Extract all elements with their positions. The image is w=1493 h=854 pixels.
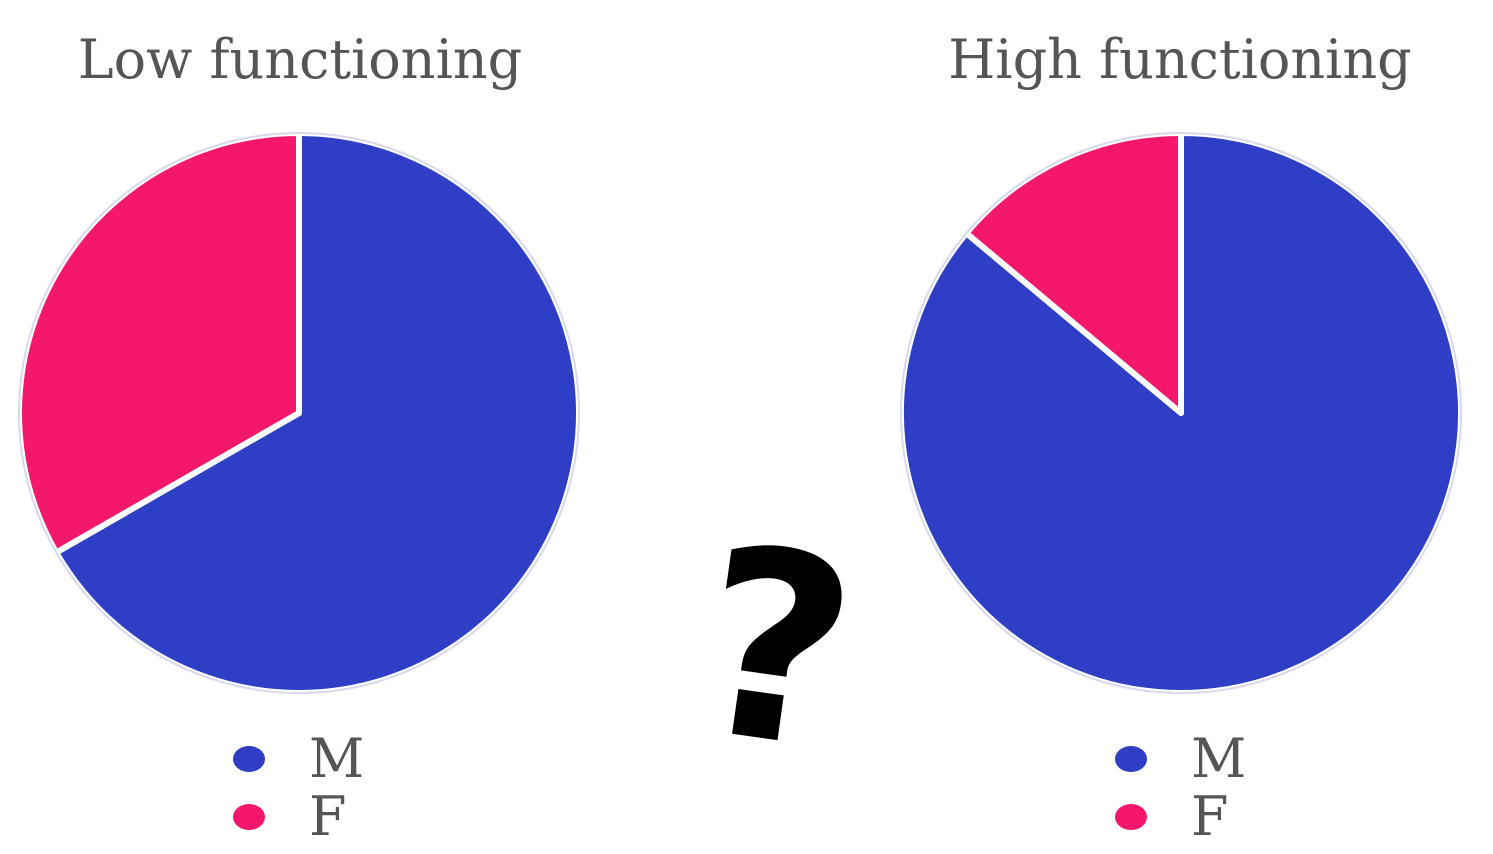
legend-label-m: M [309, 727, 365, 790]
pie-chart-high-functioning [898, 130, 1464, 696]
legend-low-functioning: M F [233, 730, 364, 846]
legend-item-m: M [233, 730, 364, 788]
pie-outline [900, 132, 1462, 694]
legend-item-m: M [1115, 730, 1246, 788]
legend-dot-m [1115, 746, 1147, 772]
legend-label-m: M [1191, 727, 1247, 790]
pie-outline [18, 132, 580, 694]
legend-dot-f [233, 804, 265, 830]
legend-item-f: F [1115, 788, 1246, 846]
legend-high-functioning: M F [1115, 730, 1246, 846]
legend-dot-m [233, 746, 265, 772]
question-mark: ? [679, 489, 872, 811]
chart-title-low-functioning: Low functioning [77, 28, 523, 91]
chart-title-high-functioning: High functioning [948, 28, 1412, 91]
legend-label-f: F [309, 785, 347, 848]
pie-chart-low-functioning [16, 130, 582, 696]
legend-label-f: F [1191, 785, 1229, 848]
legend-dot-f [1115, 804, 1147, 830]
legend-item-f: F [233, 788, 364, 846]
